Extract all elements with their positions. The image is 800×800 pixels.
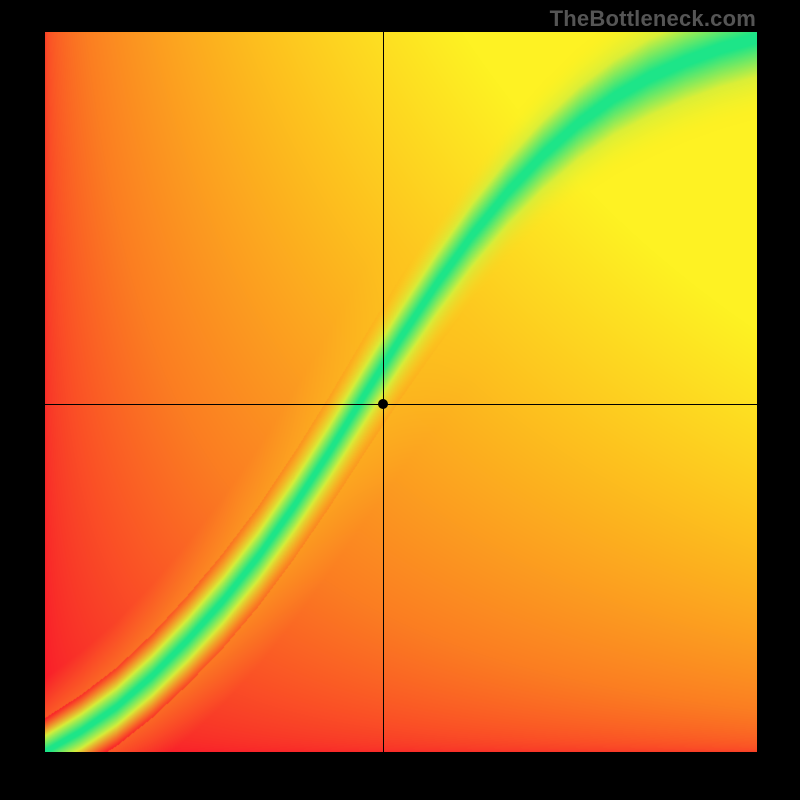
heatmap-plot — [45, 32, 757, 752]
crosshair-marker — [378, 399, 388, 409]
heatmap-canvas — [45, 32, 757, 752]
crosshair-horizontal — [45, 404, 757, 405]
watermark-text: TheBottleneck.com — [550, 6, 756, 32]
crosshair-vertical — [383, 32, 384, 752]
chart-frame: TheBottleneck.com — [0, 0, 800, 800]
